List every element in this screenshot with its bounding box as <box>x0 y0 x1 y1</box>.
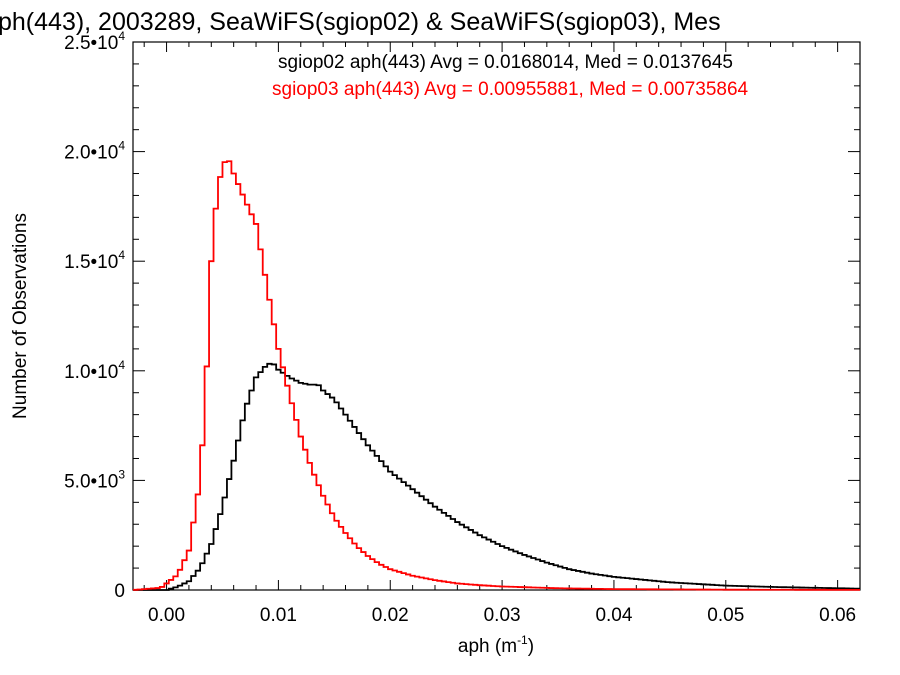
x-tick-label: 0.04 <box>595 605 632 626</box>
x-tick-label: 0.05 <box>707 605 744 626</box>
legend-entry-sgiop03: sgiop03 aph(443) Avg = 0.00955881, Med =… <box>272 79 749 100</box>
series-sgiop03-line <box>133 160 860 591</box>
y-axis-label: Number of Observations <box>10 213 31 419</box>
chart-title: ph(443), 2003289, SeaWiFS(sgiop02) & Sea… <box>0 8 721 36</box>
y-tick-label: 2.0•104 <box>64 139 125 164</box>
x-tick-label: 0.03 <box>484 605 521 626</box>
x-axis: 0.00 0.01 0.02 0.03 0.04 0.05 0.06 <box>143 42 856 626</box>
x-tick-label: 0.02 <box>372 605 409 626</box>
y-tick-label: 1.5•104 <box>64 248 125 273</box>
series-sgiop02-line <box>133 362 860 591</box>
x-axis-label: aph (m-1) <box>458 633 534 657</box>
legend: sgiop02 aph(443) Avg = 0.0168014, Med = … <box>272 52 749 100</box>
y-tick-label: 0 <box>114 581 125 602</box>
plot-area: 0.00 0.01 0.02 0.03 0.04 0.05 0.06 0 5.0•103 1.0… <box>64 29 861 626</box>
legend-entry-sgiop02: sgiop02 aph(443) Avg = 0.0168014, Med = … <box>278 52 733 73</box>
series-layer <box>133 160 860 591</box>
y-axis: 0 5.0•103 1.0•104 1.5•104 2.0•104 2.5•104 <box>64 29 860 602</box>
y-tick-label: 2.5•104 <box>64 29 125 54</box>
x-tick-label: 0.06 <box>819 605 856 626</box>
y-tick-label: 1.0•104 <box>64 358 125 383</box>
plot-frame <box>132 41 861 591</box>
x-tick-label: 0.01 <box>260 605 297 626</box>
x-tick-label: 0.00 <box>148 605 185 626</box>
y-tick-label: 5.0•103 <box>64 467 125 492</box>
